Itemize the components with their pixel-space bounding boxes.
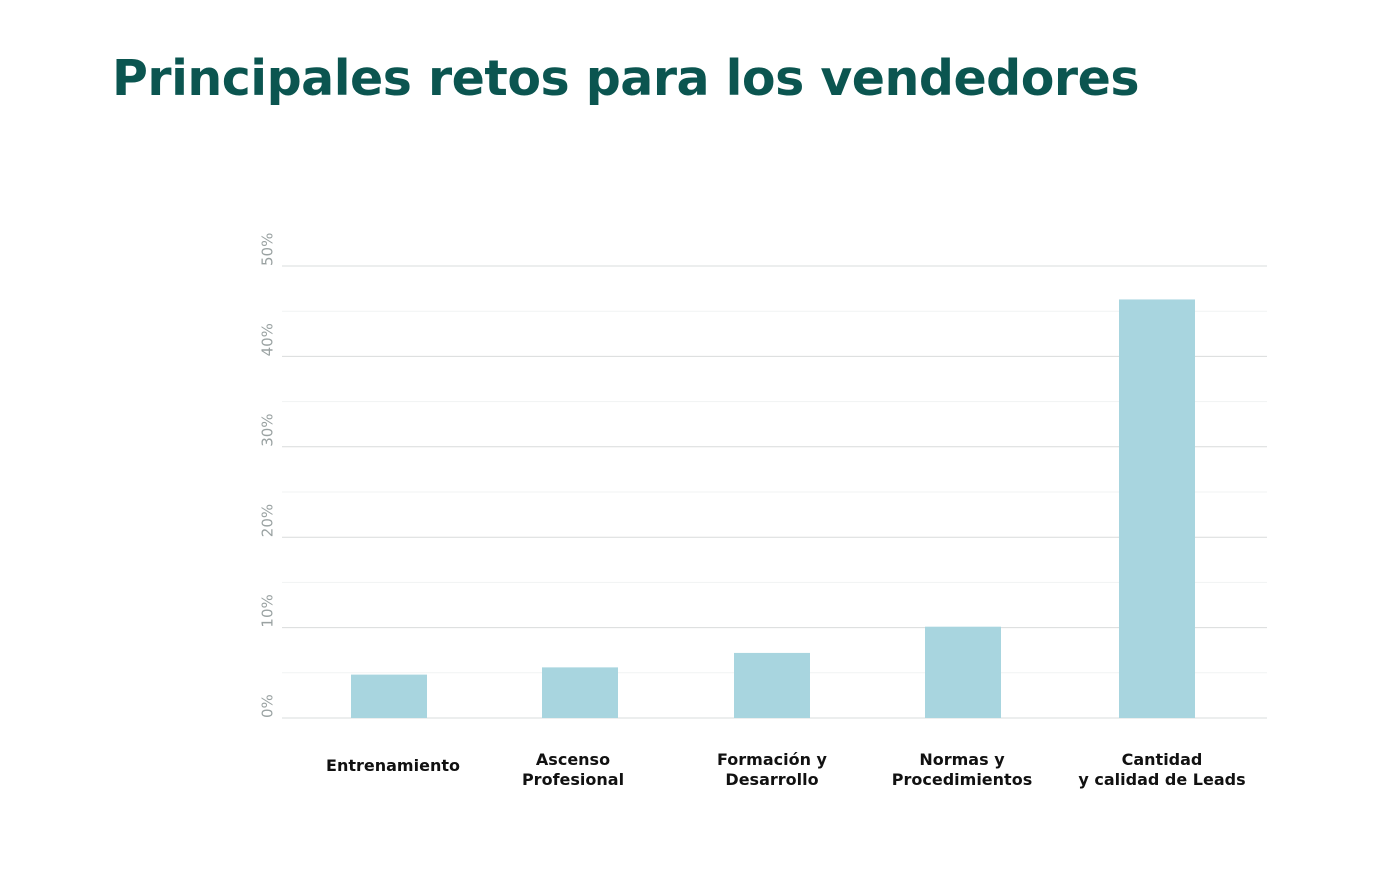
y-tick-label: 30% bbox=[259, 413, 277, 446]
category-label-line: Procedimientos bbox=[892, 770, 1032, 789]
y-tick-label: 40% bbox=[259, 323, 277, 356]
y-tick-label: 0% bbox=[259, 694, 277, 718]
bar bbox=[542, 667, 618, 718]
y-tick-label: 20% bbox=[259, 504, 277, 537]
category-label: Cantidad y calidad de Leads bbox=[1078, 750, 1245, 789]
category-label-line: y calidad de Leads bbox=[1078, 770, 1245, 789]
category-label-line: Formación y bbox=[717, 750, 828, 769]
x-axis-labels: Entrenamiento Ascenso Profesional Formación… bbox=[326, 750, 1246, 789]
category-label-line: Normas y bbox=[919, 750, 1005, 769]
chart-title: Principales retos para los vendedores bbox=[112, 50, 1140, 107]
category-label-line: Ascenso bbox=[536, 750, 610, 769]
category-label: Ascenso Profesional bbox=[522, 750, 624, 789]
bar bbox=[351, 674, 427, 718]
gridlines bbox=[282, 265, 1267, 719]
y-tick-label: 10% bbox=[259, 594, 277, 627]
category-label: Entrenamiento bbox=[326, 756, 460, 775]
y-axis-ticks: 0% 10% 20% 30% 40% 50% bbox=[259, 233, 277, 718]
category-label-line: Desarrollo bbox=[725, 770, 818, 789]
category-label-line: Entrenamiento bbox=[326, 756, 460, 775]
category-label-line: Profesional bbox=[522, 770, 624, 789]
y-tick-label: 50% bbox=[259, 233, 277, 266]
bar bbox=[1119, 299, 1195, 718]
category-label: Normas y Procedimientos bbox=[892, 750, 1032, 789]
bar bbox=[734, 652, 810, 718]
bars bbox=[351, 299, 1195, 718]
bar bbox=[925, 626, 1001, 718]
category-label: Formación y Desarrollo bbox=[717, 750, 828, 789]
category-label-line: Cantidad bbox=[1122, 750, 1203, 769]
